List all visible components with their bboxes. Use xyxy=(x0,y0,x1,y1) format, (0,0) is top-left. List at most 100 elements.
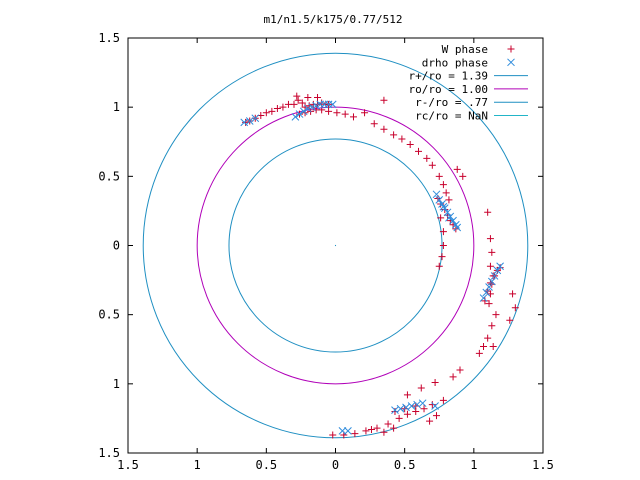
drho-phase-point xyxy=(303,104,312,113)
w-phase-point xyxy=(362,427,370,435)
x-tick-label: 1.5 xyxy=(117,458,139,472)
w-phase-point xyxy=(481,297,489,305)
drho-phase-point xyxy=(439,202,448,211)
legend-marker-w-phase xyxy=(507,45,515,53)
w-phase-point xyxy=(304,93,312,101)
w-phase-point xyxy=(417,384,425,392)
drho-phase-point xyxy=(338,427,347,435)
w-phase-point xyxy=(314,93,322,101)
chart-title: m1/n1.5/k175/0.77/512 xyxy=(263,13,402,26)
w-phase-point xyxy=(380,428,388,436)
y-tick-label: 1 xyxy=(113,100,120,114)
drho-phase-point xyxy=(435,195,444,204)
legend-label: ro/ro = 1.00 xyxy=(409,83,488,96)
w-phase-point xyxy=(435,262,443,270)
w-phase-point xyxy=(488,322,496,330)
w-phase-point xyxy=(293,92,301,100)
w-phase-point xyxy=(380,96,388,104)
drho-phase-point xyxy=(482,288,491,297)
x-tick-label: 1 xyxy=(194,458,201,472)
w-phase-point xyxy=(432,412,440,420)
w-phase-point xyxy=(268,107,276,115)
w-phase-point xyxy=(439,396,447,404)
legend-marker-drho-phase xyxy=(507,58,515,67)
legend-label: r-/ro = .77 xyxy=(415,96,488,109)
w-phase-point xyxy=(390,424,398,432)
w-phase-point xyxy=(475,349,483,357)
w-phase-point xyxy=(449,373,457,381)
drho-phase-point xyxy=(485,283,493,291)
data-markers xyxy=(240,92,519,439)
drho-phase-point xyxy=(402,403,410,412)
w-phase-point xyxy=(486,235,494,243)
w-phase-point xyxy=(351,430,359,438)
y-tick-label: 0.5 xyxy=(98,169,120,183)
drho-phase-point xyxy=(291,112,300,121)
y-tick-label: 1.5 xyxy=(98,31,120,45)
w-phase-point xyxy=(438,253,446,261)
w-phase-point xyxy=(459,172,467,180)
x-tick-label: 0 xyxy=(332,458,339,472)
w-phase-point xyxy=(333,109,341,117)
drho-phase-point xyxy=(413,400,421,409)
w-phase-point xyxy=(435,172,443,180)
w-phase-point xyxy=(423,154,431,162)
x-tick-label: 1.5 xyxy=(532,458,554,472)
w-phase-point xyxy=(298,99,306,107)
drho-phase-point xyxy=(299,107,308,116)
w-phase-point xyxy=(480,342,488,350)
w-phase-point xyxy=(486,262,494,270)
w-phase-point xyxy=(361,109,369,117)
drho-phase-point xyxy=(344,427,352,435)
w-phase-point xyxy=(506,316,514,324)
drho-phase-point xyxy=(453,223,462,232)
drho-phase-point xyxy=(431,402,439,410)
w-phase-point xyxy=(390,131,398,139)
w-phase-point xyxy=(367,425,375,433)
drho-phase-point xyxy=(487,277,496,286)
w-phase-point xyxy=(273,105,281,113)
w-phase-point xyxy=(380,125,388,133)
w-phase-point xyxy=(439,181,447,189)
drho-phase-point xyxy=(312,101,320,110)
drho-phase-point xyxy=(445,213,453,222)
w-phase-point xyxy=(370,120,378,128)
w-phase-point xyxy=(395,414,403,422)
w-phase-point xyxy=(305,102,313,110)
w-phase-point xyxy=(492,311,500,319)
w-phase-point xyxy=(341,110,349,118)
y-tick-label: 0.5 xyxy=(98,308,120,322)
center-point xyxy=(334,244,337,247)
w-phase-point xyxy=(415,147,422,155)
y-tick-label: 1.5 xyxy=(98,446,120,460)
w-phase-point xyxy=(279,103,287,111)
w-phase-point xyxy=(403,410,411,418)
w-phase-point xyxy=(403,391,411,399)
drho-phase-point xyxy=(251,114,260,123)
w-phase-point xyxy=(437,214,445,222)
drho-phase-point xyxy=(418,399,427,408)
w-phase-point xyxy=(484,208,492,216)
legend-label: rc/ro = NaN xyxy=(415,110,488,123)
drho-phase-point xyxy=(295,110,304,118)
drho-phase-point xyxy=(493,266,502,275)
w-phase-point xyxy=(426,417,434,425)
drho-phase-point xyxy=(328,100,337,109)
reference-circle xyxy=(142,52,529,439)
w-phase-point xyxy=(485,300,493,308)
w-phase-point xyxy=(439,242,447,249)
w-phase-point xyxy=(262,109,270,117)
axis-ticks: 1.5 1 0.5 0 0.5 1 1.51.510.500.511.5 xyxy=(98,31,554,472)
w-phase-point xyxy=(509,290,517,298)
legend-label: r+/ro = 1.39 xyxy=(409,70,488,83)
w-phase-point xyxy=(373,424,381,432)
w-phase-point xyxy=(384,420,392,428)
w-phase-point xyxy=(294,96,302,104)
w-phase-point xyxy=(489,342,497,350)
w-phase-point xyxy=(290,100,298,108)
w-phase-point xyxy=(420,405,428,413)
w-phase-point xyxy=(511,304,519,312)
x-tick-label: 0.5 xyxy=(394,458,416,472)
drho-phase-point xyxy=(449,216,457,225)
